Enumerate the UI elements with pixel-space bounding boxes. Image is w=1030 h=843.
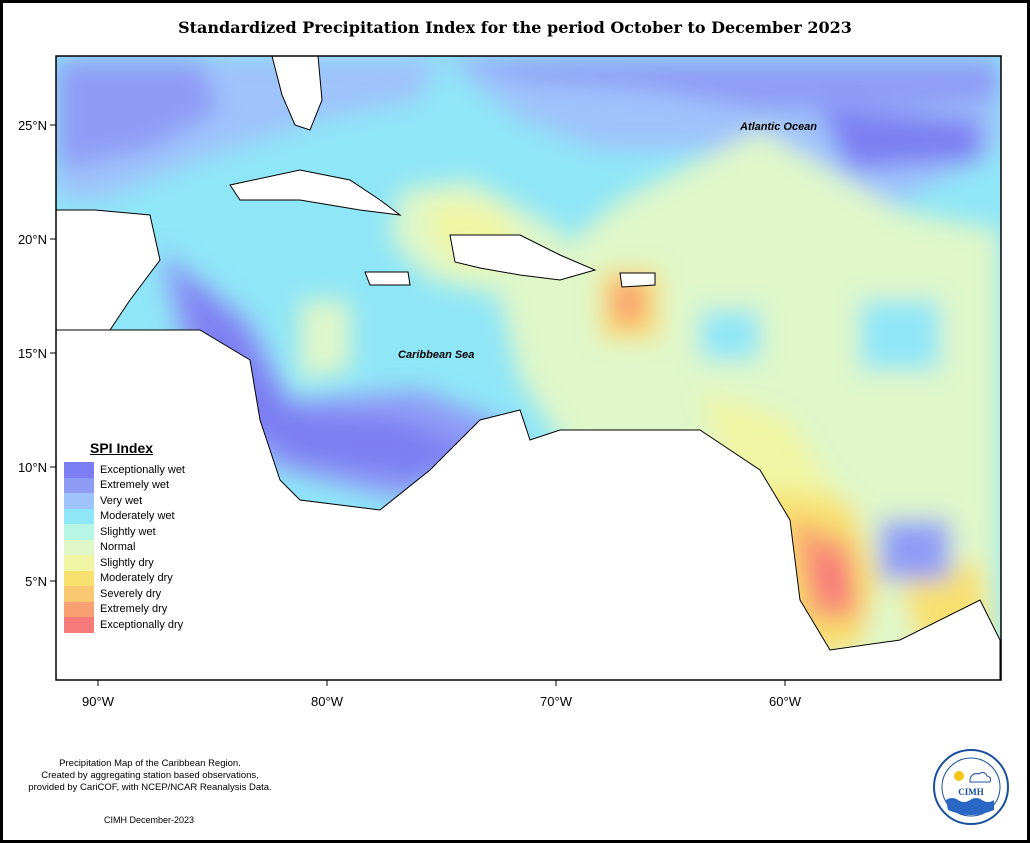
legend-title: SPI Index <box>90 440 154 456</box>
legend-swatch <box>64 508 94 524</box>
footer-line-1: Precipitation Map of the Caribbean Regio… <box>59 758 241 769</box>
legend-swatch <box>64 601 94 617</box>
legend-item: Slightly dry <box>64 555 214 571</box>
spi-field <box>56 56 1001 680</box>
legend-label: Severely dry <box>100 587 162 600</box>
legend-item: Slightly wet <box>64 524 214 540</box>
date-note: CIMH December-2023 <box>104 815 195 825</box>
legend-item: Moderately dry <box>64 570 214 586</box>
legend-swatch <box>64 586 94 602</box>
jamaica-land <box>364 271 411 286</box>
legend-item: Very wet <box>64 493 214 509</box>
legend-swatch <box>64 617 94 633</box>
map-title: Standardized Precipitation Index for the… <box>178 18 852 37</box>
caribbean-sea-label: Caribbean Sea <box>398 349 474 361</box>
legend-swatch <box>64 477 94 493</box>
legend-label: Moderately wet <box>100 510 175 523</box>
lat-tick-5: 5°N <box>25 574 47 589</box>
logo-text: CIMH <box>958 787 984 797</box>
lon-tick-70: 70°W <box>540 694 573 709</box>
central-south-america-land <box>55 329 1001 681</box>
legend-item: Extremely dry <box>64 601 214 617</box>
legend-item: Extremely wet <box>64 477 214 493</box>
spi-legend: SPI Index Exceptionally wet Extremely we… <box>64 440 214 633</box>
lat-tick-20: 20°N <box>18 232 47 247</box>
lon-tick-80: 80°W <box>311 694 344 709</box>
lat-tick-25: 25°N <box>18 118 47 133</box>
lat-axis <box>50 124 56 582</box>
legend-item: Moderately wet <box>64 508 214 524</box>
legend-item: Exceptionally dry <box>64 617 214 633</box>
legend-label: Moderately dry <box>100 572 173 585</box>
hispaniola-land <box>449 234 597 281</box>
lat-tick-15: 15°N <box>18 346 47 361</box>
legend-label: Slightly wet <box>100 525 156 538</box>
footer-line-3: provided by CariCOF, with NCEP/NCAR Rean… <box>28 782 272 793</box>
cimh-logo: CIMH <box>933 749 1009 825</box>
atlantic-ocean-label: Atlantic Ocean <box>739 121 817 133</box>
legend-label: Exceptionally wet <box>100 463 185 476</box>
footer-note: Precipitation Map of the Caribbean Regio… <box>10 758 290 794</box>
legend-label: Exceptionally dry <box>100 618 184 631</box>
legend-label: Extremely dry <box>100 603 168 616</box>
puerto-rico-land <box>619 272 656 288</box>
legend-swatch <box>64 462 94 478</box>
legend-label: Very wet <box>100 494 143 507</box>
legend-swatch <box>64 539 94 555</box>
legend-item: Exceptionally wet <box>64 462 214 478</box>
lon-tick-60: 60°W <box>769 694 802 709</box>
lat-tick-10: 10°N <box>18 460 47 475</box>
legend-swatch <box>64 524 94 540</box>
legend-swatch <box>64 555 94 571</box>
lon-axis <box>97 680 786 686</box>
sun-icon <box>954 771 964 781</box>
land-masses <box>55 55 1001 681</box>
cloud-icon <box>969 771 992 783</box>
footer-line-2: Created by aggregating station based obs… <box>41 770 259 781</box>
legend-label: Normal <box>100 541 136 554</box>
legend-swatch <box>64 570 94 586</box>
legend-swatch <box>64 493 94 509</box>
legend-item: Severely dry <box>64 586 214 602</box>
plot-border <box>55 55 1002 681</box>
legend-items: Exceptionally wet Extremely wet Very wet… <box>64 462 214 633</box>
wave-icon <box>946 798 994 815</box>
legend-label: Slightly dry <box>100 556 154 569</box>
legend-label: Extremely wet <box>100 479 170 492</box>
lon-tick-90: 90°W <box>82 694 115 709</box>
cuba-land <box>229 169 402 216</box>
legend-item: Normal <box>64 539 214 555</box>
